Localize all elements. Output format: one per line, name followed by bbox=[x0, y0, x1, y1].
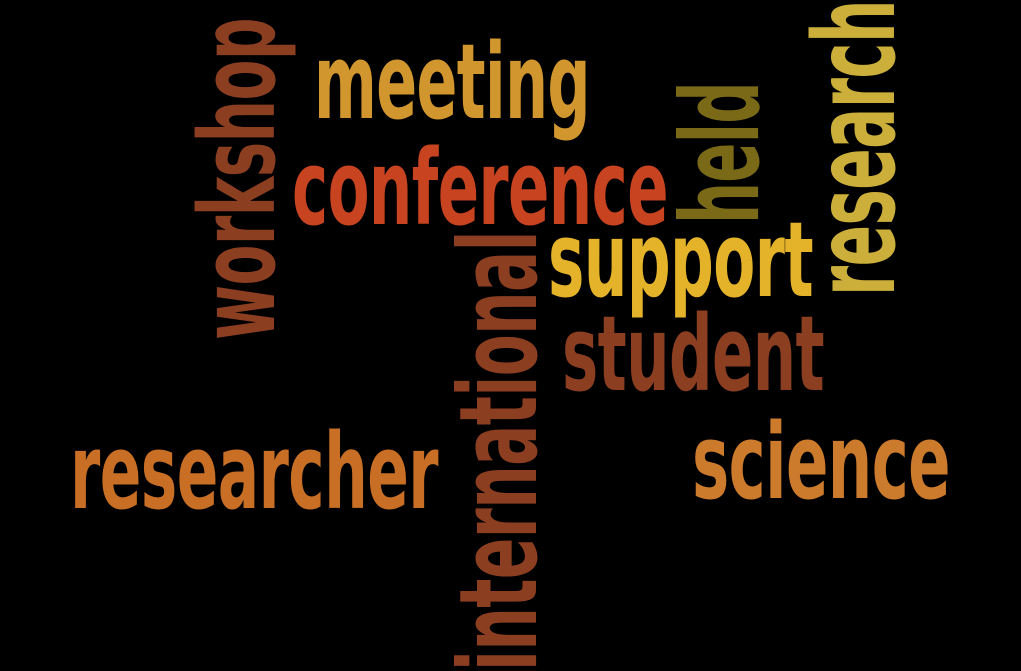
word-workshop: workshop bbox=[177, 18, 299, 341]
word-support: support bbox=[548, 199, 814, 321]
word-student: student bbox=[562, 293, 825, 415]
word-research: research bbox=[791, 0, 921, 297]
word-researcher: researcher bbox=[70, 411, 439, 533]
word-science: science bbox=[692, 401, 951, 523]
word-international: international bbox=[437, 231, 562, 671]
word-meeting: meeting bbox=[314, 21, 591, 143]
word-held: held bbox=[659, 82, 784, 224]
word-conference: conference bbox=[292, 127, 669, 249]
